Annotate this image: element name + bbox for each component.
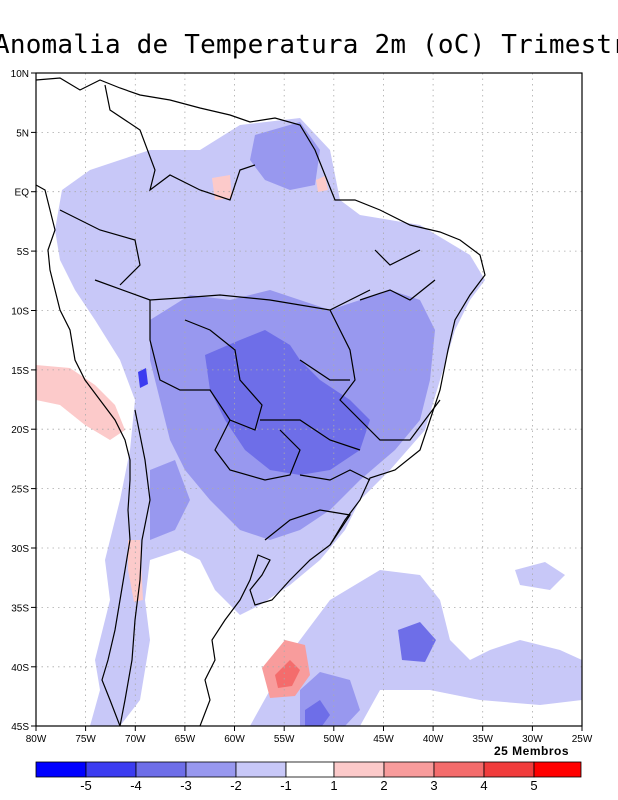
anomaly-zone-medium-south	[150, 460, 190, 540]
latitude-labels: 10N 5N EQ 5S 10S 15S 20S 25S 30S 35S 40S…	[11, 69, 30, 733]
members-label: 25 Membros	[494, 744, 570, 758]
lat-label: 20S	[11, 425, 29, 436]
lon-label: 70W	[125, 734, 146, 745]
colorbar-swatch	[135, 761, 187, 778]
lon-label: 35W	[472, 734, 493, 745]
anomaly-zone-strong-ocean-south	[305, 700, 330, 726]
colorbar-swatch	[85, 761, 137, 778]
anomaly-zone-strong-ocean	[398, 622, 436, 662]
colorbar-swatch	[333, 761, 385, 778]
lon-label: 40W	[423, 734, 444, 745]
anomaly-zone-warm-north	[316, 176, 328, 192]
border-brazil-states	[260, 249, 441, 481]
longitude-labels: 80W 75W 70W 65W 60W 55W 50W 45W 40W 35W …	[26, 734, 593, 745]
colorbar-labels: -5 -4 -3 -2 -1 1 2 3 4 5	[0, 778, 618, 794]
lat-label: 30S	[11, 544, 29, 555]
colorbar-label: -5	[80, 778, 92, 793]
border-paraguay	[214, 419, 301, 481]
lat-label: 5S	[17, 247, 30, 258]
lat-label: 35S	[11, 603, 29, 614]
colorbar-swatch	[35, 761, 87, 778]
colorbar-swatch	[235, 761, 287, 778]
border-argentina-chile	[119, 409, 151, 726]
colorbar-swatch	[185, 761, 237, 778]
lon-label: 55W	[274, 734, 295, 745]
colorbar-label: 3	[430, 778, 438, 793]
anomaly-zone-core	[138, 368, 148, 388]
colorbar-label: 1	[330, 778, 338, 793]
colorbar-label: 5	[530, 778, 538, 793]
plot-frame	[35, 72, 583, 727]
colorbar-label: -3	[180, 778, 192, 793]
colorbar-label: -4	[130, 778, 142, 793]
colorbar-swatch	[285, 761, 335, 778]
lat-label: 25S	[11, 485, 29, 496]
lon-label: 45W	[373, 734, 394, 745]
anomaly-zone-atlantic-east	[515, 562, 565, 590]
colorbar-swatch	[483, 761, 535, 778]
lat-label: 40S	[11, 663, 29, 674]
lat-label: 45S	[11, 722, 29, 733]
colorbar	[35, 761, 582, 778]
lat-label: 10N	[11, 69, 29, 80]
colorbar-label: 2	[380, 778, 388, 793]
lon-label: 80W	[26, 734, 47, 745]
colorbar-swatch	[383, 761, 435, 778]
map-title: Anomalia de Temperatura 2m (oC) Trimestr…	[0, 30, 618, 60]
anomaly-zone-warm-amazon	[212, 175, 232, 200]
colorbar-swatch	[533, 761, 582, 778]
colorbar-swatch	[433, 761, 485, 778]
border-colombia-peru	[59, 209, 141, 286]
lon-label: 50W	[324, 734, 345, 745]
anomaly-zone-medium-north	[250, 122, 320, 190]
anomaly-zone-hot-atlantic	[275, 660, 300, 688]
lon-label: 30W	[522, 734, 543, 745]
border-colombia-venezuela	[104, 84, 256, 201]
colorbar-label: -1	[280, 778, 292, 793]
lon-label: 60W	[224, 734, 245, 745]
border-bolivia	[149, 300, 263, 431]
colorbar-label: -2	[230, 778, 242, 793]
coastlines	[36, 77, 486, 726]
lat-label: EQ	[15, 188, 30, 199]
tick-marks	[31, 72, 583, 731]
colorbar-label: 4	[480, 778, 488, 793]
south-america-coastline	[36, 77, 486, 726]
lat-label: 10S	[11, 307, 29, 318]
anomaly-zone-warm-pacific	[36, 365, 125, 440]
lat-label: 5N	[16, 128, 29, 139]
lon-label: 75W	[75, 734, 96, 745]
lon-label: 25W	[572, 734, 593, 745]
lon-label: 65W	[175, 734, 196, 745]
lat-label: 15S	[11, 366, 29, 377]
border-uruguay-rs	[264, 509, 352, 546]
